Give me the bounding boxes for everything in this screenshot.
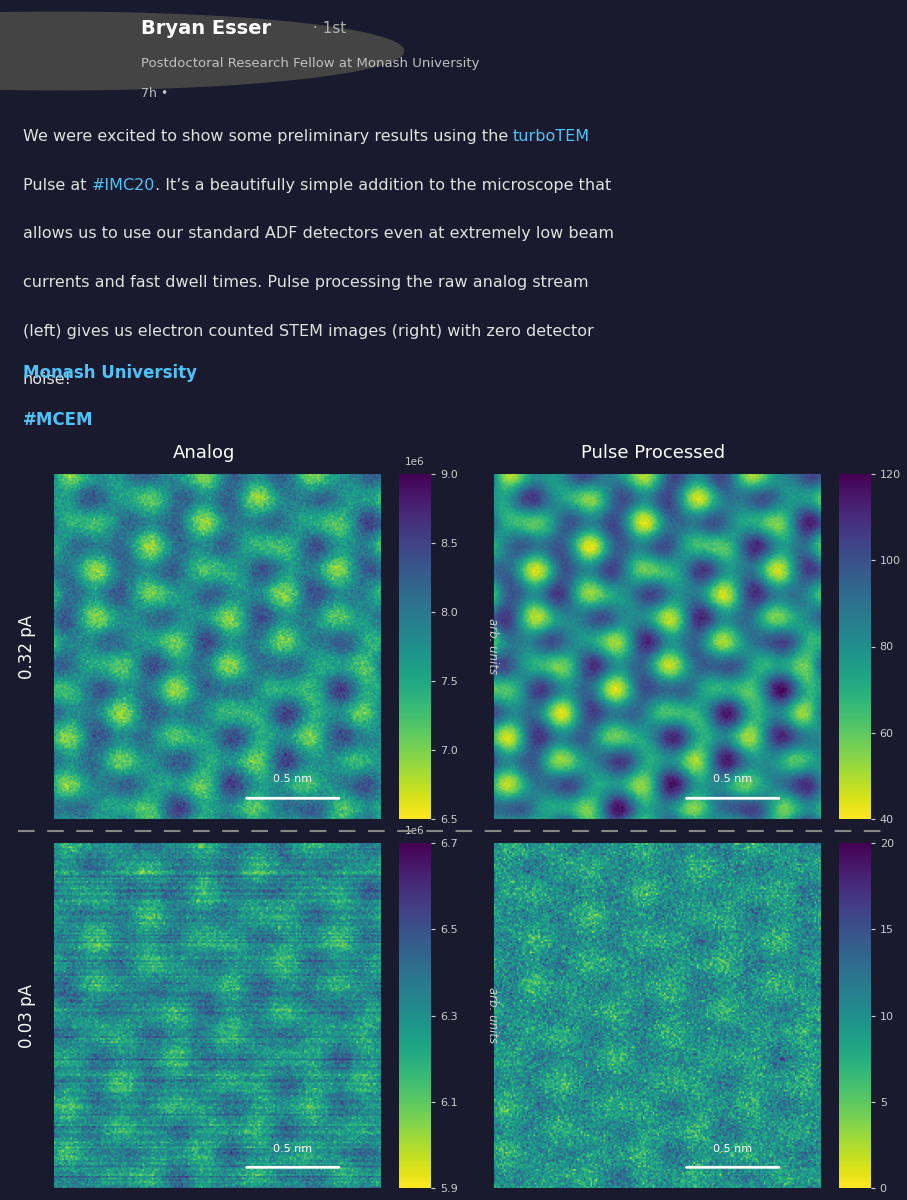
- Text: turboTEM: turboTEM: [513, 128, 590, 144]
- Text: We were excited to show some preliminary results using the: We were excited to show some preliminary…: [23, 128, 513, 144]
- Text: . It’s a beautifully simple addition to the microscope that: . It’s a beautifully simple addition to …: [155, 178, 611, 192]
- Text: #IMC20: #IMC20: [92, 178, 155, 192]
- Text: noise!: noise!: [23, 372, 72, 388]
- Text: 0.32 pA: 0.32 pA: [18, 614, 36, 678]
- Y-axis label: arb. units: arb. units: [486, 618, 499, 674]
- Text: 0.5 nm: 0.5 nm: [713, 774, 752, 785]
- Text: · 1st: · 1st: [308, 22, 346, 36]
- Text: Pulse Processed: Pulse Processed: [581, 444, 725, 462]
- Text: 0.5 nm: 0.5 nm: [273, 774, 312, 785]
- Text: 1e6: 1e6: [405, 826, 424, 836]
- Text: Bryan Esser: Bryan Esser: [141, 19, 270, 38]
- Y-axis label: arb. units: arb. units: [486, 988, 499, 1044]
- Text: Monash University: Monash University: [23, 364, 197, 382]
- Text: 0.03 pA: 0.03 pA: [18, 984, 36, 1048]
- Text: 1e6: 1e6: [405, 457, 424, 467]
- Text: allows us to use our standard ADF detectors even at extremely low beam: allows us to use our standard ADF detect…: [23, 227, 614, 241]
- Text: Analog: Analog: [173, 444, 235, 462]
- Text: 7h •: 7h •: [141, 88, 168, 101]
- Text: Postdoctoral Research Fellow at Monash University: Postdoctoral Research Fellow at Monash U…: [141, 56, 479, 70]
- Text: 0.5 nm: 0.5 nm: [273, 1144, 312, 1153]
- Text: (left) gives us electron counted STEM images (right) with zero detector: (left) gives us electron counted STEM im…: [23, 324, 593, 338]
- Text: 0.5 nm: 0.5 nm: [713, 1144, 752, 1153]
- Text: currents and fast dwell times. Pulse processing the raw analog stream: currents and fast dwell times. Pulse pro…: [23, 275, 589, 290]
- Text: #MCEM: #MCEM: [23, 412, 93, 430]
- Circle shape: [0, 12, 404, 90]
- Text: Pulse at: Pulse at: [23, 178, 92, 192]
